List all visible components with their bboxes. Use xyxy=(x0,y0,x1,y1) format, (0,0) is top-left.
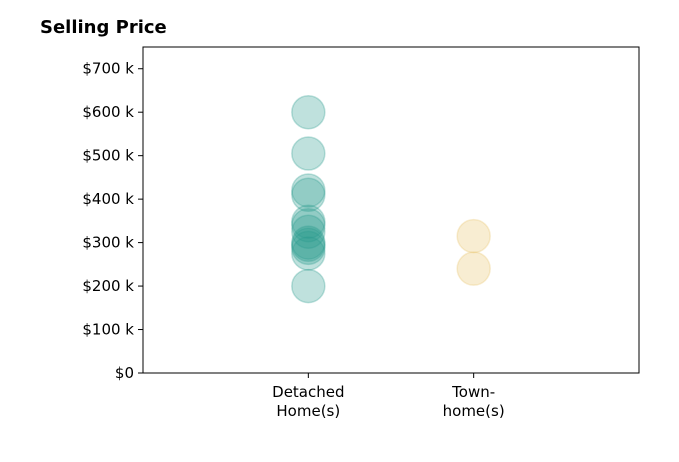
data-point xyxy=(291,177,326,213)
y-tick-label: $600 k xyxy=(82,103,134,121)
y-tick-label: $500 k xyxy=(82,147,134,165)
data-point xyxy=(291,173,326,208)
x-tick-label: Town-home(s) xyxy=(443,383,505,420)
y-tick-label: $200 k xyxy=(82,277,134,295)
chart-title: Selling Price xyxy=(40,17,167,38)
plot-frame xyxy=(142,46,640,374)
data-point xyxy=(291,136,326,171)
y-axis: $0 $100 k $200 k $300 k $400 k $500 k $600 k $7… xyxy=(82,60,143,382)
data-point xyxy=(456,218,491,254)
x-axis: Detached Home(s) Town-home(s) xyxy=(272,373,505,420)
data-point xyxy=(291,236,326,271)
data-point xyxy=(291,268,326,304)
data-point xyxy=(291,204,326,239)
data-point xyxy=(291,207,326,243)
data-point xyxy=(291,94,326,130)
data-point xyxy=(456,251,491,286)
data-point xyxy=(291,225,326,260)
data-point xyxy=(291,214,326,249)
y-tick-label: $300 k xyxy=(82,234,134,252)
y-tick-label: $100 k xyxy=(82,321,134,339)
y-tick-label: $400 k xyxy=(82,190,134,208)
x-tick-label: Detached Home(s) xyxy=(272,383,344,420)
data-point xyxy=(291,230,326,266)
y-tick-label: $700 k xyxy=(82,60,134,78)
data-points xyxy=(291,94,491,304)
data-point xyxy=(291,227,326,263)
y-tick-label: $0 xyxy=(115,364,134,382)
